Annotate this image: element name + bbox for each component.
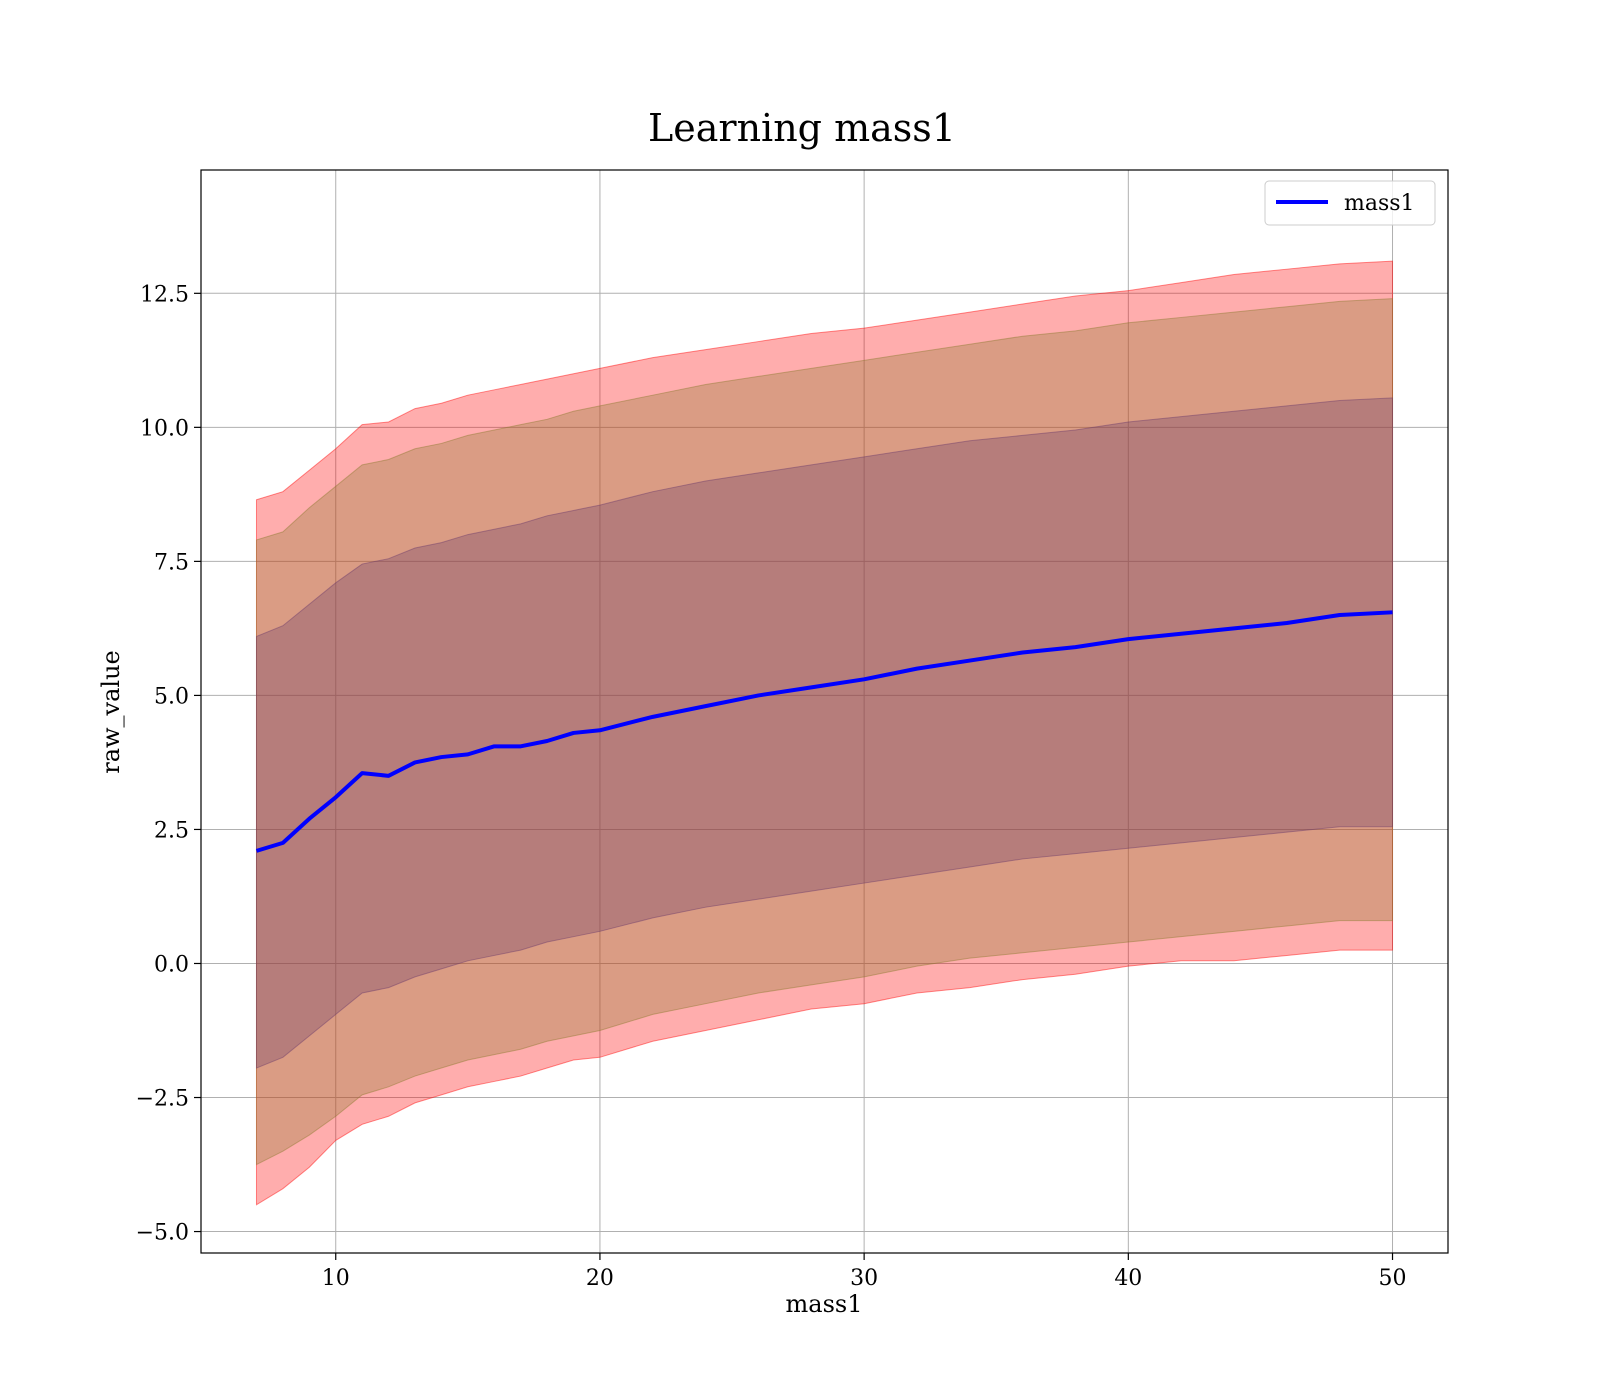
lines	[255, 610, 1393, 853]
y-tick-label-2: 0.0	[154, 952, 189, 977]
legend-label-mass1: mass1	[1344, 191, 1415, 216]
x-axis-label: mass1	[786, 1290, 863, 1318]
y-axis-label: raw_value	[97, 650, 125, 774]
y-tick-label-5: 7.5	[154, 550, 189, 575]
chart-title: Learning mass1	[648, 106, 956, 150]
band-1sigma-area	[255, 397, 1394, 1069]
grid	[201, 170, 1448, 1253]
x-ticks: 10 20 30 40 50	[322, 1253, 1407, 1291]
bands	[255, 260, 1394, 1206]
y-tick-label-4: 5.0	[154, 684, 189, 709]
y-tick-label-6: 10.0	[140, 416, 189, 441]
y-ticks: −5.0 −2.5 0.0 2.5 5.0 7.5 10.0 12.5	[136, 282, 201, 1246]
band-3sigma-area	[255, 260, 1394, 1206]
x-tick-label-3: 40	[1114, 1266, 1142, 1291]
plot-frame	[200, 169, 1449, 1254]
y-tick-label-1: −2.5	[136, 1087, 189, 1112]
x-tick-label-4: 50	[1379, 1266, 1407, 1291]
y-tick-label-3: 2.5	[154, 818, 189, 843]
x-tick-label-1: 20	[586, 1266, 614, 1291]
y-tick-label-7: 12.5	[140, 282, 189, 307]
band-2sigma-area	[255, 298, 1394, 1166]
y-tick-label-0: −5.0	[136, 1221, 189, 1246]
x-tick-label-2: 30	[850, 1266, 878, 1291]
legend: mass1	[1264, 180, 1436, 226]
legend-box	[1264, 180, 1436, 226]
x-tick-label-0: 10	[322, 1266, 350, 1291]
